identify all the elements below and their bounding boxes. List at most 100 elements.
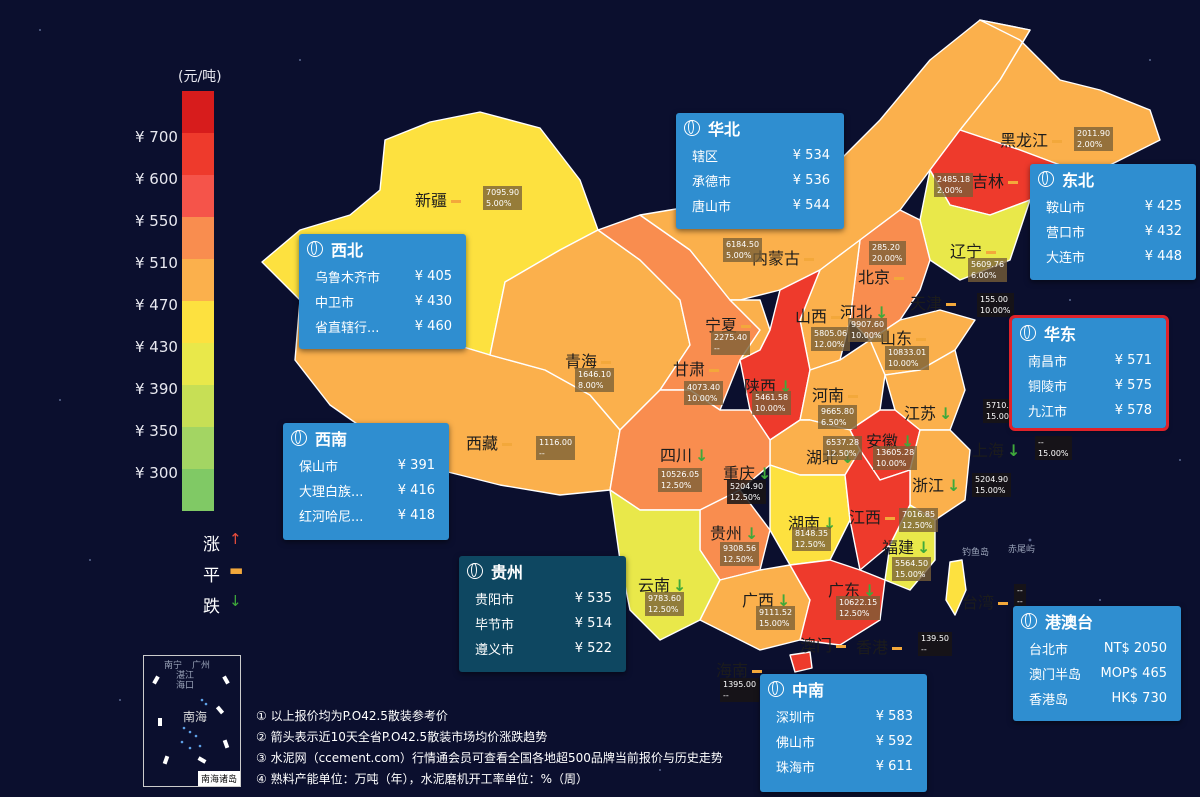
province-label[interactable]: 广东 ↓ bbox=[828, 577, 876, 601]
mill-utilization: 10.00% bbox=[888, 359, 919, 368]
province-label[interactable]: 贵州 ↓ bbox=[710, 520, 758, 544]
province-label[interactable]: 江西 bbox=[849, 504, 896, 528]
arrow-down-icon: ↓ bbox=[695, 446, 709, 465]
province-name: 河南 bbox=[812, 386, 845, 405]
city-name: 南昌市 bbox=[1028, 355, 1068, 370]
panel-row: 香港岛 HK$ 730 bbox=[1013, 686, 1181, 711]
panel-guizhou[interactable]: 贵州 贵阳市 ¥ 535 毕节市 ¥ 514 遵义市 ¥ 522 bbox=[459, 556, 626, 672]
legend-swatch bbox=[182, 301, 214, 343]
city-name: 保山市 bbox=[299, 460, 339, 475]
clinker-capacity: 10833.01 bbox=[888, 348, 927, 357]
panel-row: 中卫市 ¥ 430 bbox=[299, 289, 466, 314]
mill-utilization: 12.50% bbox=[723, 555, 754, 564]
province-label[interactable]: 广西 ↓ bbox=[742, 587, 790, 611]
city-name: 省直辖行... bbox=[315, 321, 380, 336]
province-label[interactable]: 山东 bbox=[880, 325, 927, 349]
province-label[interactable]: 台湾 bbox=[962, 589, 1009, 613]
province-stat-tag: 7095.90 5.00% bbox=[483, 186, 523, 210]
province-label[interactable]: 海南 bbox=[716, 657, 763, 681]
arrow-down-icon: ↓ bbox=[229, 592, 242, 610]
legend-swatch bbox=[182, 469, 214, 511]
dash-icon bbox=[916, 338, 927, 341]
dash-icon bbox=[451, 200, 462, 203]
globe-icon bbox=[684, 120, 700, 136]
province-name: 重庆 bbox=[723, 464, 756, 483]
province-stat-tag: 1395.00 -- bbox=[720, 678, 760, 702]
mill-utilization: 20.00% bbox=[872, 254, 903, 263]
legend-trend-label: 涨 bbox=[203, 535, 220, 555]
province-label[interactable]: 天津 bbox=[910, 290, 957, 314]
province-label[interactable]: 澳门 bbox=[800, 632, 847, 656]
province-name: 辽宁 bbox=[950, 242, 983, 261]
dash-icon bbox=[998, 602, 1009, 605]
city-price: ¥ 534 bbox=[792, 148, 830, 163]
province-label[interactable]: 宁夏 bbox=[705, 312, 752, 336]
mill-utilization: -- bbox=[1017, 597, 1023, 606]
clinker-capacity: 5805.06 bbox=[814, 329, 848, 338]
mill-utilization: 12.50% bbox=[826, 449, 857, 458]
province-label[interactable]: 山西 bbox=[795, 303, 842, 327]
province-label[interactable]: 云南 ↓ bbox=[638, 572, 686, 596]
province-label[interactable]: 四川 ↓ bbox=[660, 442, 708, 466]
province-stat-tag: 285.20 20.00% bbox=[869, 241, 906, 265]
province-label[interactable]: 黑龙江 bbox=[1000, 127, 1063, 151]
province-label[interactable]: 北京 bbox=[858, 264, 905, 288]
city-name: 承德市 bbox=[692, 175, 732, 190]
province-name: 四川 bbox=[660, 446, 693, 465]
mill-utilization: 10.00% bbox=[687, 394, 718, 403]
panel-zhongnan[interactable]: 中南 深圳市 ¥ 583 佛山市 ¥ 592 珠海市 ¥ 611 bbox=[760, 674, 927, 792]
city-name: 香港岛 bbox=[1029, 693, 1069, 708]
clinker-capacity: 5204.90 bbox=[975, 475, 1009, 484]
province-label[interactable]: 辽宁 bbox=[950, 238, 997, 262]
mill-utilization: 15.00% bbox=[759, 619, 790, 628]
province-stat-tag: 1646.10 8.00% bbox=[575, 368, 615, 392]
arrow-down-icon: ↓ bbox=[917, 538, 931, 557]
panel-dongbei[interactable]: 东北 鞍山市 ¥ 425 营口市 ¥ 432 大连市 ¥ 448 bbox=[1030, 164, 1196, 280]
mill-utilization: 10.00% bbox=[876, 459, 907, 468]
mill-utilization: 2.00% bbox=[937, 186, 963, 195]
province-label[interactable]: 上海 ↓ bbox=[972, 437, 1020, 461]
clinker-capacity: 9783.60 bbox=[648, 594, 682, 603]
province-label[interactable]: 吉林 bbox=[972, 168, 1019, 192]
panel-row: 珠海市 ¥ 611 bbox=[760, 754, 927, 779]
panel-xinan[interactable]: 西南 保山市 ¥ 391 大理白族... ¥ 416 红河哈尼... ¥ 418 bbox=[283, 423, 449, 540]
mill-utilization: 10.00% bbox=[755, 404, 786, 413]
legend-tick-label: ¥ 470 bbox=[135, 296, 178, 314]
province-label[interactable]: 江苏 ↓ bbox=[904, 400, 952, 424]
province-label[interactable]: 重庆 ↓ bbox=[723, 460, 771, 484]
dash-icon bbox=[986, 251, 997, 254]
legend-trend-row: 平 ▬ bbox=[203, 561, 243, 586]
city-price: ¥ 432 bbox=[1144, 224, 1182, 239]
panel-xibei[interactable]: 西北 乌鲁木齐市 ¥ 405 中卫市 ¥ 430 省直辖行... ¥ 460 bbox=[299, 234, 466, 349]
legend-trend-row: 跌 ↓ bbox=[203, 592, 242, 617]
panel-header: 东北 bbox=[1030, 164, 1196, 194]
province-name: 贵州 bbox=[710, 524, 743, 543]
province-label[interactable]: 福建 ↓ bbox=[882, 534, 930, 558]
province-stat-tag: 2011.90 2.00% bbox=[1074, 127, 1114, 151]
dash-icon bbox=[752, 670, 763, 673]
mill-utilization: 12.50% bbox=[902, 521, 933, 530]
inset-footer: 南海诸岛 bbox=[197, 771, 240, 786]
province-label[interactable]: 西藏 bbox=[466, 430, 513, 454]
province-name: 台湾 bbox=[962, 593, 995, 612]
province-label[interactable]: 浙江 ↓ bbox=[912, 472, 960, 496]
panel-huadong[interactable]: 华东 南昌市 ¥ 571 铜陵市 ¥ 575 九江市 ¥ 578 bbox=[1009, 315, 1169, 431]
globe-icon bbox=[1020, 325, 1036, 341]
panel-title: 港澳台 bbox=[1045, 613, 1094, 632]
province-label[interactable]: 青海 bbox=[565, 348, 612, 372]
panel-gangaotai[interactable]: 港澳台 台北市 NT$ 2050 澳门半岛 MOP$ 465 香港岛 HK$ 730 bbox=[1013, 606, 1181, 721]
panel-huabei[interactable]: 华北 辖区 ¥ 534 承德市 ¥ 536 唐山市 ¥ 544 bbox=[676, 113, 844, 229]
province-label[interactable]: 河北 ↓ bbox=[840, 299, 888, 323]
dash-icon bbox=[601, 361, 612, 364]
sea-label-diaoyudao: 钓鱼岛 bbox=[962, 548, 990, 558]
province-name: 澳门 bbox=[800, 636, 833, 655]
province-label[interactable]: 河南 bbox=[812, 382, 859, 406]
province-label[interactable]: 香港 bbox=[856, 634, 903, 658]
province-name: 吉林 bbox=[972, 172, 1005, 191]
city-price: ¥ 522 bbox=[574, 641, 612, 656]
province-label[interactable]: 甘肃 bbox=[673, 356, 720, 380]
city-name: 九江市 bbox=[1028, 405, 1068, 420]
province-label[interactable]: 内蒙古 bbox=[752, 245, 815, 269]
province-label[interactable]: 新疆 bbox=[415, 187, 462, 211]
clinker-capacity: 155.00 bbox=[980, 295, 1008, 304]
